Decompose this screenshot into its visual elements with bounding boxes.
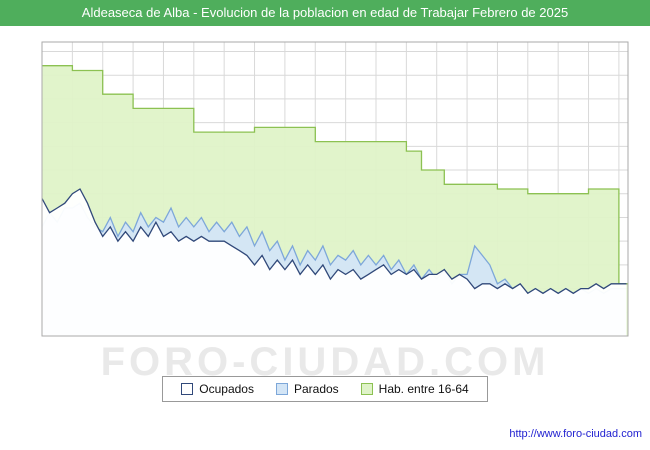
chart-area: [0, 26, 650, 366]
legend-label-parados: Parados: [293, 382, 339, 396]
legend-item-parados: Parados: [275, 382, 339, 396]
legend-label-ocupados: Ocupados: [199, 382, 254, 396]
legend-box: Ocupados Parados Hab. entre 16-64: [162, 376, 488, 402]
legend-item-hab-16-64: Hab. entre 16-64: [360, 382, 469, 396]
legend-item-ocupados: Ocupados: [181, 382, 254, 396]
chart-title: Aldeaseca de Alba - Evolucion de la pobl…: [0, 0, 650, 26]
parados-swatch-icon: [275, 383, 288, 395]
chart-plot: [41, 41, 629, 337]
legend: Ocupados Parados Hab. entre 16-64: [0, 376, 650, 402]
foro-ciudad-link[interactable]: http://www.foro-ciudad.com: [509, 428, 642, 440]
legend-label-hab-16-64: Hab. entre 16-64: [378, 382, 469, 396]
hab-16-64-swatch-icon: [360, 383, 373, 395]
ocupados-swatch-icon: [181, 383, 194, 395]
